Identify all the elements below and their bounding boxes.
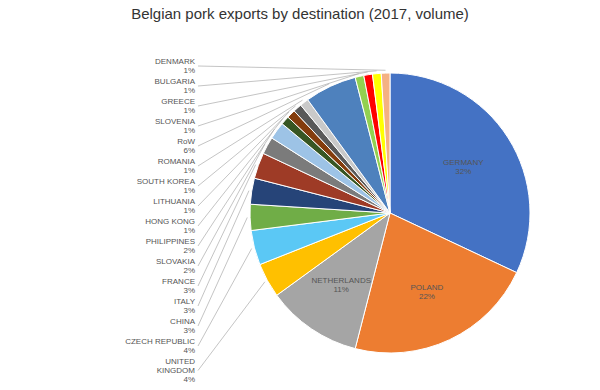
svg-text:PHILIPPINES2%: PHILIPPINES2% bbox=[146, 237, 195, 255]
svg-text:UNITEDKINGDOM4%: UNITEDKINGDOM4% bbox=[157, 357, 196, 384]
svg-text:CZECH REPUBLIC4%: CZECH REPUBLIC4% bbox=[125, 337, 195, 355]
svg-text:NETHERLANDS11%: NETHERLANDS11% bbox=[311, 276, 371, 294]
svg-text:GREECE1%: GREECE1% bbox=[161, 97, 195, 115]
svg-text:DENMARK1%: DENMARK1% bbox=[155, 57, 196, 75]
svg-text:FRANCE3%: FRANCE3% bbox=[162, 277, 195, 295]
svg-text:ITALY3%: ITALY3% bbox=[174, 297, 196, 315]
svg-text:ROMANIA1%: ROMANIA1% bbox=[158, 157, 196, 175]
svg-text:LITHUANIA1%: LITHUANIA1% bbox=[153, 197, 195, 215]
svg-text:GERMANY32%: GERMANY32% bbox=[443, 158, 484, 176]
html-text:Belgian pork exports by destin: Belgian pork exports by destination (201… bbox=[131, 5, 469, 22]
svg-text:SLOVAKIA2%: SLOVAKIA2% bbox=[156, 257, 196, 275]
svg-text:SOUTH KOREA1%: SOUTH KOREA1% bbox=[137, 177, 196, 195]
svg-text:SLOVENIA1%: SLOVENIA1% bbox=[155, 117, 196, 135]
svg-text:HONG KONG1%: HONG KONG1% bbox=[145, 217, 195, 235]
svg-text:BULGARIA1%: BULGARIA1% bbox=[155, 77, 196, 95]
svg-text:POLAND22%: POLAND22% bbox=[411, 283, 444, 301]
svg-text:RoW6%: RoW6% bbox=[177, 137, 195, 155]
svg-text:CHINA3%: CHINA3% bbox=[170, 317, 196, 335]
